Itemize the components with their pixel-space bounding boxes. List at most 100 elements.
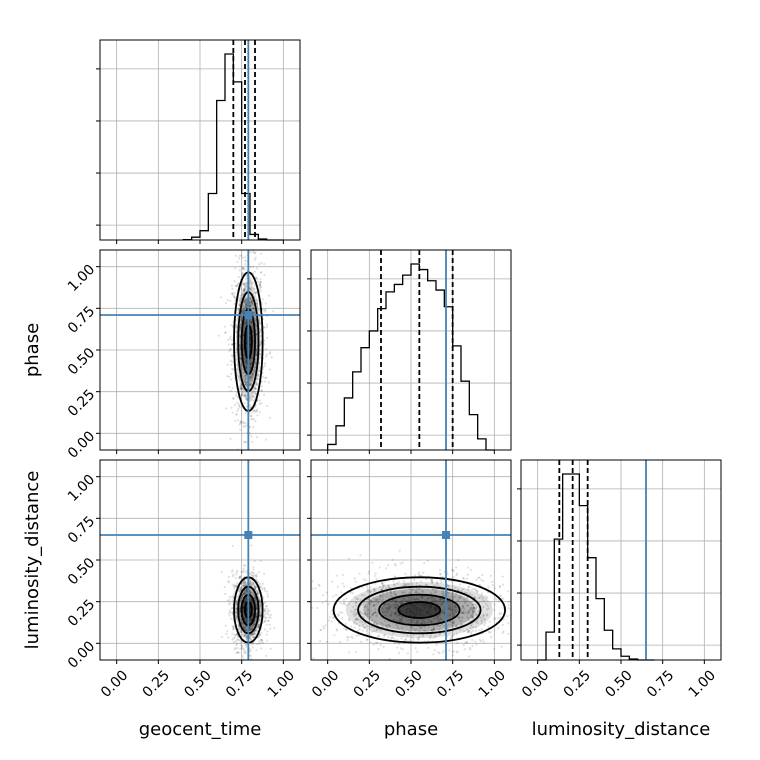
sample-point	[412, 578, 416, 582]
sample-point	[254, 291, 257, 294]
sample-point	[350, 625, 353, 628]
sample-point	[420, 574, 423, 577]
sample-point	[239, 294, 242, 297]
histogram-step-line	[182, 53, 284, 241]
sample-point	[493, 647, 496, 651]
sample-point	[256, 413, 259, 417]
sample-point	[258, 622, 261, 626]
sample-point	[249, 628, 252, 631]
sample-point	[232, 397, 235, 400]
sample-point	[253, 582, 256, 586]
sample-point	[241, 311, 245, 315]
sample-point	[253, 586, 257, 589]
sample-point	[232, 637, 235, 640]
sample-point	[341, 573, 344, 577]
sample-point	[243, 288, 246, 291]
sample-point	[248, 583, 251, 586]
sample-point	[390, 636, 394, 639]
sample-point	[249, 362, 252, 365]
sample-point	[233, 403, 237, 407]
sample-point	[241, 623, 244, 626]
sample-point	[242, 425, 245, 428]
sample-point	[358, 572, 361, 575]
sample-point	[259, 340, 263, 344]
sample-point	[244, 394, 247, 398]
sample-point	[244, 617, 248, 621]
sample-point	[241, 391, 244, 394]
sample-point	[234, 285, 237, 288]
sample-point	[249, 287, 253, 290]
sample-point	[226, 630, 229, 633]
sample-point	[456, 641, 459, 644]
sample-point	[244, 598, 247, 602]
sample-point	[498, 585, 501, 588]
sample-point	[251, 374, 254, 377]
sample-point	[229, 617, 233, 620]
sample-point	[384, 567, 388, 570]
sample-point	[243, 584, 246, 587]
sample-point	[257, 581, 260, 584]
sample-point	[249, 403, 252, 407]
sample-point	[266, 607, 269, 610]
sample-point	[243, 625, 246, 629]
sample-point	[250, 625, 253, 628]
sample-point	[253, 366, 256, 369]
sample-point	[230, 343, 233, 346]
sample-point	[231, 343, 234, 346]
sample-point	[245, 277, 248, 280]
sample-point	[244, 319, 248, 323]
sample-point	[322, 627, 326, 630]
sample-point	[230, 284, 233, 287]
sample-point	[235, 600, 239, 603]
sample-point	[252, 349, 255, 352]
sample-point	[230, 339, 234, 342]
sample-point	[497, 626, 500, 630]
sample-point	[317, 583, 320, 586]
sample-point	[245, 304, 248, 308]
panel-border	[99, 249, 301, 451]
sample-point	[245, 636, 248, 639]
sample-point	[256, 277, 259, 281]
sample-point	[249, 599, 252, 602]
sample-point	[240, 597, 243, 600]
sample-point	[398, 549, 401, 552]
sample-point	[250, 376, 254, 379]
sample-point	[266, 639, 269, 642]
sample-point	[344, 628, 347, 631]
sample-point	[263, 589, 267, 592]
y-tick-label: 1.00	[65, 262, 98, 295]
sample-point	[232, 294, 235, 297]
sample-point	[448, 649, 451, 652]
sample-point	[245, 597, 248, 600]
sample-point	[263, 628, 267, 631]
sample-point	[231, 287, 234, 290]
sample-point	[359, 554, 362, 557]
sample-point	[249, 304, 252, 308]
x-axis-label: geocent_time	[139, 719, 262, 740]
sample-point	[239, 575, 242, 578]
sample-point	[364, 579, 368, 582]
sample-point	[260, 389, 264, 392]
sample-point	[249, 297, 252, 300]
sample-point	[258, 640, 261, 643]
sample-point	[238, 269, 241, 272]
sample-point	[253, 620, 257, 623]
sample-point	[245, 621, 248, 624]
sample-point	[242, 623, 245, 626]
sample-point	[251, 603, 254, 606]
sample-point	[245, 321, 248, 324]
sample-point	[242, 306, 245, 309]
sample-point	[242, 335, 245, 338]
sample-point	[234, 634, 237, 637]
sample-point	[259, 349, 263, 352]
sample-point	[236, 582, 239, 585]
sample-point	[244, 589, 247, 592]
sample-point	[237, 404, 241, 408]
sample-point	[243, 649, 246, 652]
sample-point	[245, 597, 248, 600]
sample-point	[249, 336, 252, 339]
sample-point	[267, 609, 271, 612]
sample-point	[255, 615, 258, 618]
sample-point	[264, 308, 267, 311]
sample-point	[251, 280, 254, 284]
